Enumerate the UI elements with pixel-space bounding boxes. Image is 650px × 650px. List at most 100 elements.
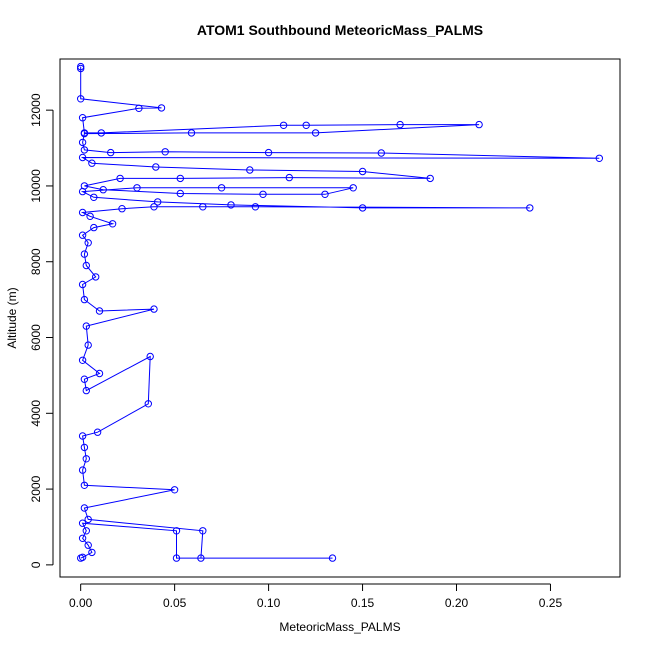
- data-point: [133, 184, 141, 192]
- data-point: [176, 189, 185, 198]
- data-point: [84, 541, 92, 549]
- data-point: [217, 184, 226, 192]
- data-point: [426, 174, 434, 183]
- data-point: [321, 190, 329, 199]
- data-point: [259, 190, 267, 199]
- data-point: [227, 201, 235, 209]
- data-point: [152, 163, 160, 171]
- data-point: [80, 481, 89, 489]
- data-point: [80, 250, 89, 258]
- data-point: [78, 208, 87, 217]
- data-point: [526, 204, 534, 212]
- data-point: [78, 280, 87, 289]
- data-point: [358, 204, 367, 212]
- data-point: [97, 129, 106, 137]
- data-point: [78, 356, 87, 364]
- data-point: [302, 121, 310, 130]
- data-point: [80, 146, 89, 154]
- data-point: [82, 527, 91, 535]
- data-point: [95, 369, 104, 378]
- data-point: [78, 534, 87, 542]
- data-point: [176, 174, 185, 183]
- data-point: [251, 203, 260, 211]
- data-point: [84, 515, 92, 524]
- data-point: [82, 386, 91, 395]
- y-axis: 0 2000 4000 6000 8000 10000 12000: [29, 93, 54, 568]
- data-point: [86, 212, 94, 221]
- data-point: [246, 166, 254, 174]
- data-point: [80, 295, 89, 304]
- data-point: [199, 203, 207, 211]
- data-point: [150, 305, 158, 313]
- series-line: [80, 66, 600, 559]
- data-point: [172, 527, 181, 535]
- series-layer: [77, 62, 603, 562]
- data-point: [82, 261, 91, 270]
- data-point: [92, 273, 100, 281]
- x-axis: 0.00 0.05 0.10 0.15 0.20 0.25: [69, 583, 563, 610]
- x-tick-label: 0.10: [257, 596, 281, 610]
- data-point: [150, 203, 158, 211]
- x-tick-label: 0.15: [351, 596, 375, 610]
- data-point: [78, 231, 87, 239]
- data-point: [80, 375, 89, 383]
- data-point: [170, 486, 179, 494]
- data-point: [279, 121, 288, 130]
- data-point: [78, 553, 87, 561]
- data-point: [78, 519, 87, 527]
- x-tick-label: 0.05: [163, 596, 187, 610]
- data-point: [99, 186, 107, 194]
- data-point: [78, 466, 87, 474]
- data-point: [95, 307, 104, 315]
- data-point: [77, 62, 85, 71]
- data-point: [80, 504, 89, 512]
- x-tick-label: 0.25: [539, 596, 563, 610]
- data-point: [328, 554, 337, 562]
- data-point: [77, 95, 85, 103]
- data-point: [78, 432, 87, 440]
- x-tick-label: 0.00: [69, 596, 93, 610]
- data-point: [349, 184, 357, 192]
- data-point: [82, 322, 91, 330]
- chart-title: ATOM1 Southbound MeteoricMass_PALMS: [197, 22, 483, 38]
- data-point: [78, 138, 87, 147]
- data-point: [264, 148, 273, 157]
- data-point: [118, 205, 126, 213]
- x-tick-label: 0.20: [445, 596, 469, 610]
- data-point: [197, 554, 205, 562]
- data-point: [199, 527, 207, 535]
- data-point: [116, 174, 124, 183]
- data-point: [90, 193, 98, 202]
- data-point: [90, 223, 98, 232]
- data-point: [285, 173, 293, 182]
- data-point: [161, 148, 169, 156]
- data-point: [358, 167, 367, 176]
- data-point: [396, 120, 404, 129]
- data-point: [154, 198, 162, 206]
- data-point: [82, 455, 91, 463]
- data-point: [475, 120, 483, 129]
- y-axis-label: Altitude (m): [5, 287, 19, 348]
- data-point: [84, 341, 92, 349]
- y-tick-label: 8000: [29, 248, 43, 275]
- y-tick-label: 0: [29, 561, 43, 568]
- data-point: [172, 554, 181, 562]
- data-point: [311, 129, 320, 137]
- data-point: [80, 182, 89, 190]
- data-point: [78, 114, 87, 122]
- data-point: [595, 154, 603, 163]
- y-tick-label: 2000: [29, 475, 43, 502]
- data-point: [88, 548, 96, 557]
- data-point: [146, 352, 154, 361]
- plot-area: [59, 58, 621, 578]
- data-point: [77, 64, 85, 73]
- data-point: [377, 149, 385, 157]
- data-point: [144, 400, 153, 408]
- y-tick-label: 12000: [29, 93, 43, 127]
- data-point: [88, 159, 96, 167]
- data-point: [80, 129, 89, 137]
- data-point: [135, 104, 143, 113]
- y-tick-label: 10000: [29, 169, 43, 203]
